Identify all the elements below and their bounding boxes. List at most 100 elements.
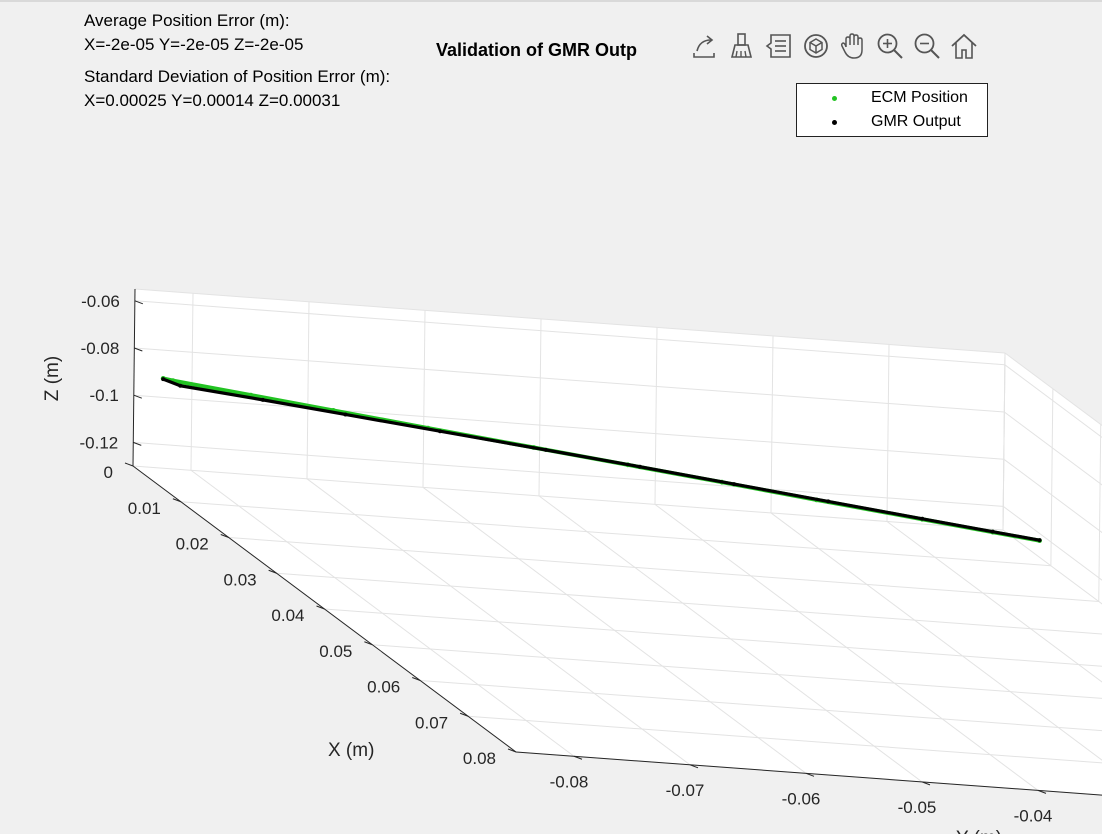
y-tick [573,755,583,760]
data-point [920,516,925,521]
box-edge [1004,352,1102,427]
x-tick [459,712,469,717]
std-error-values: X=0.00025 Y=0.00014 Z=0.00031 [84,91,341,110]
data-point [260,397,265,402]
data-series [160,376,1042,544]
grid-line-x [276,572,1102,635]
x-tick [316,605,325,610]
z-tick [134,300,144,305]
grid-line-x [132,465,1004,531]
pan-icon[interactable] [836,29,869,63]
legend-label-ecm: ECM Position [871,89,968,106]
home-icon[interactable] [947,29,980,63]
grid-line-x [180,501,1051,567]
grid-line-y [538,495,923,783]
data-point [438,429,443,434]
axes-toolbar [688,28,980,64]
grid-line-y [190,469,575,757]
x-tick [220,534,229,538]
datatip-icon[interactable] [762,29,795,63]
x-tick-label: 0.01 [128,499,161,518]
y-tick [1037,789,1047,794]
grid-line-x [372,644,1102,699]
grid-line-z [134,300,1005,366]
z-tick [133,441,142,446]
legend-item-ecm: ECM Position [797,87,987,109]
x-tick-label: 0.02 [176,535,209,554]
legend-item-gmr: GMR Output [797,111,987,133]
grid-line-y [654,327,658,505]
y-tick [689,764,699,769]
data-point [543,447,548,452]
z-axis-line [132,288,136,467]
z-tick-label: -0.12 [80,433,119,452]
y-axis-line [515,751,1102,796]
x-tick-label: 0 [104,463,113,482]
x-tick-label: 0.05 [319,642,352,661]
data-point [990,529,995,534]
grid-line-y [1002,529,1102,605]
grid-line-z [1004,364,1102,438]
data-point [178,383,183,388]
grid-line-y [422,486,807,774]
data-point [1037,538,1042,543]
grid-line-x [1050,388,1054,566]
grid-line-y [306,478,691,766]
x-tick-label: 0.04 [271,606,304,625]
y-tick-label: -0.07 [666,781,705,800]
tick-labels: 0 0.01 0.02 0.03 0.04 0.05 0.06 0.07 0.08 -0.08 -0… [42,292,1052,834]
y-tick [805,772,815,777]
y-tick-label: -0.05 [898,798,937,817]
grid-line-y [886,344,890,522]
data-point [637,464,642,469]
rotate-3d-icon[interactable] [799,29,832,63]
x-tick-label: 0.08 [463,749,496,768]
z-tick [134,347,143,352]
grid-line-y [306,301,310,479]
box-edge [134,288,1006,354]
export-icon[interactable] [688,29,721,63]
series-gmr-output [161,377,1042,543]
x-tick-label: 0.06 [367,678,400,697]
grid-line-y [422,310,426,488]
grid-line-z [134,347,1005,413]
z-tick [133,394,142,399]
grid-line-y [886,521,1102,683]
grid-line-y [190,293,194,471]
grid-line-y [770,512,1102,761]
zoom-out-icon[interactable] [910,29,943,63]
brush-icon[interactable] [725,29,758,63]
legend-marker-ecm [832,96,837,101]
chart-title: Validation of GMR Outp [436,40,637,60]
zoom-in-icon[interactable] [873,29,906,63]
grid-line-z [133,394,1004,460]
avg-error-values: X=-2e-05 Y=-2e-05 Z=-2e-05 [84,35,304,54]
grid-line-x [324,608,1102,667]
x-tick [268,569,277,574]
z-tick-label: -0.06 [81,292,120,311]
window-top-border [0,0,1102,2]
legend[interactable]: ECM Position GMR Output [796,83,988,137]
grid-line-y [654,503,1039,791]
axis-lines [124,288,1102,796]
grid-line-x [468,715,1102,764]
x-tick-label: 0.07 [415,713,448,732]
grid-line-z [1003,458,1102,534]
grid-lines [132,288,1102,796]
grid-line-y [538,318,542,496]
axes-background [133,289,1102,796]
data-point [826,499,831,504]
grid-line-z [1004,411,1102,486]
data-point [161,377,166,382]
x-tick [124,462,134,467]
x-tick [172,498,182,503]
x-tick [507,748,517,753]
y-axis-label: Y (m) [956,828,1002,834]
std-error-label: Standard Deviation of Position Error (m)… [84,67,391,86]
grid-line-z [133,441,1004,507]
z-tick-label: -0.08 [81,339,120,358]
x-tick-label: 0.03 [224,570,257,589]
grid-line-x [1098,424,1102,602]
grid-line-x [420,680,1102,732]
